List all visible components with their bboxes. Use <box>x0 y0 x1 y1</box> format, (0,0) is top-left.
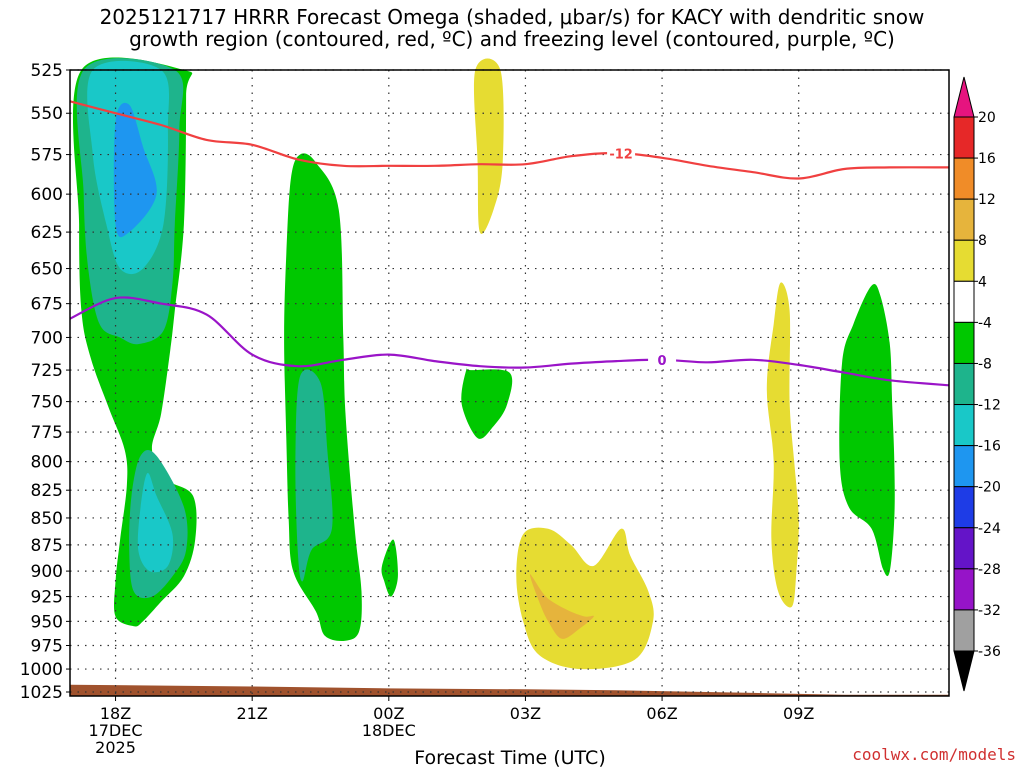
isotherm-label-bg-0 <box>607 145 636 162</box>
omega-region-5 <box>137 472 174 573</box>
omega-region-13 <box>766 282 799 608</box>
ground-layer <box>70 684 949 696</box>
title-line-1: 2025121717 HRRR Forecast Omega (shaded, … <box>99 5 925 29</box>
omega-region-14 <box>839 284 895 577</box>
y-tick-label-625: 625 <box>31 223 63 243</box>
isotherm-label-0: -12 <box>609 147 633 162</box>
y-tick-label-600: 600 <box>31 185 63 205</box>
colorbar-bottom-arrow <box>953 650 975 692</box>
colorbar-bin-7 <box>953 404 975 447</box>
colorbar-bin-6 <box>953 362 975 406</box>
omega-fill-layer <box>72 57 895 670</box>
isotherm-line-1 <box>69 296 950 387</box>
omega-region-9 <box>461 367 513 439</box>
x-tick-label-12-0: 06Z <box>646 704 677 723</box>
x-axis-label: Forecast Time (UTC) <box>414 747 605 768</box>
x-tick-label-6-1: 18DEC <box>362 721 416 740</box>
y-tick-label-525: 525 <box>31 61 63 81</box>
colorbar-bin-0 <box>953 116 975 159</box>
x-tick-label-9-0: 03Z <box>510 704 541 723</box>
omega-region-10 <box>381 539 398 597</box>
y-tick-label-950: 950 <box>31 612 63 632</box>
y-tick-label-725: 725 <box>31 361 63 381</box>
colorbar-bin-5 <box>953 321 975 364</box>
colorbar-bin-4 <box>953 280 975 323</box>
x-tick-label-0-2: 2025 <box>95 738 136 757</box>
x-tick-label-15-0: 09Z <box>783 704 814 723</box>
y-tick-label-850: 850 <box>31 509 63 529</box>
colorbar-bin-12 <box>953 609 975 652</box>
colorbar-label-9: -20 <box>978 480 1001 496</box>
isotherm-layer: -12 0 <box>69 100 950 387</box>
colorbar-bin-9 <box>953 486 975 529</box>
y-tick-label-1000: 1000 <box>20 660 63 680</box>
omega-region-8 <box>473 58 504 234</box>
colorbar-label-8: -16 <box>978 439 1001 455</box>
x-tick-label-3-0: 21Z <box>237 704 268 723</box>
omega-region-3 <box>113 102 157 238</box>
colorbar-bin-8 <box>953 445 975 488</box>
isotherm-line-0 <box>69 100 950 180</box>
y-tick-label-975: 975 <box>31 637 63 657</box>
colorbar-label-6: -8 <box>978 356 992 372</box>
colorbar-label-1: 16 <box>978 151 996 167</box>
x-tick-label-6-0: 00Z <box>373 704 404 723</box>
y-tick-label-775: 775 <box>31 423 63 443</box>
colorbar-label-4: 4 <box>978 274 987 290</box>
colorbar-label-5: -4 <box>978 315 992 331</box>
x-tick-label-0-0: 18Z <box>100 704 131 723</box>
ground-surface <box>70 684 949 696</box>
colorbar-bin-10 <box>953 527 975 570</box>
colorbar-top-arrow <box>953 76 975 118</box>
colorbar-bin-11 <box>953 568 975 611</box>
colorbar-label-0: 20 <box>978 110 996 126</box>
x-tick-label-0-1: 17DEC <box>89 721 143 740</box>
colorbar-bin-3 <box>953 239 975 282</box>
credit-text: coolwx.com/models <box>852 745 1016 764</box>
y-tick-label-650: 650 <box>31 260 63 280</box>
isotherm-label-1: 0 <box>658 354 667 369</box>
y-tick-label-800: 800 <box>31 453 63 473</box>
colorbar-label-7: -12 <box>978 398 1001 414</box>
y-tick-label-900: 900 <box>31 562 63 582</box>
y-tick-label-925: 925 <box>31 588 63 608</box>
colorbar-bin-2 <box>953 198 975 241</box>
colorbar-label-11: -28 <box>978 562 1001 578</box>
y-tick-label-1025: 1025 <box>20 683 63 703</box>
colorbar: 20 16 12 8 4 -4 -8 -12 -16 -20 -24 -28 -32 -36 <box>953 76 1001 692</box>
omega-region-11 <box>516 527 654 670</box>
chart-title: 2025121717 HRRR Forecast Omega (shaded, … <box>0 6 1024 50</box>
y-tick-label-575: 575 <box>31 146 63 166</box>
omega-region-7 <box>295 369 333 582</box>
colorbar-bin-1 <box>953 157 975 200</box>
colorbar-label-2: 12 <box>978 192 996 208</box>
omega-region-12 <box>529 574 594 639</box>
y-tick-label-875: 875 <box>31 536 63 556</box>
colorbar-label-13: -36 <box>978 644 1001 660</box>
colorbar-label-10: -24 <box>978 521 1001 537</box>
title-line-2: growth region (contoured, red, ºC) and f… <box>129 27 895 51</box>
plot-frame <box>69 69 950 697</box>
isotherm-label-bg-1 <box>648 351 677 368</box>
y-tick-label-550: 550 <box>31 104 63 124</box>
y-tick-label-750: 750 <box>31 393 63 413</box>
y-tick-label-825: 825 <box>31 481 63 501</box>
y-tick-label-700: 700 <box>31 328 63 348</box>
y-axis: 525 550 575 600 625 650 675 700 725 750 775 800 825 8… <box>20 61 70 703</box>
colorbar-label-3: 8 <box>978 233 987 249</box>
y-tick-label-675: 675 <box>31 295 63 315</box>
colorbar-label-12: -32 <box>978 603 1001 619</box>
